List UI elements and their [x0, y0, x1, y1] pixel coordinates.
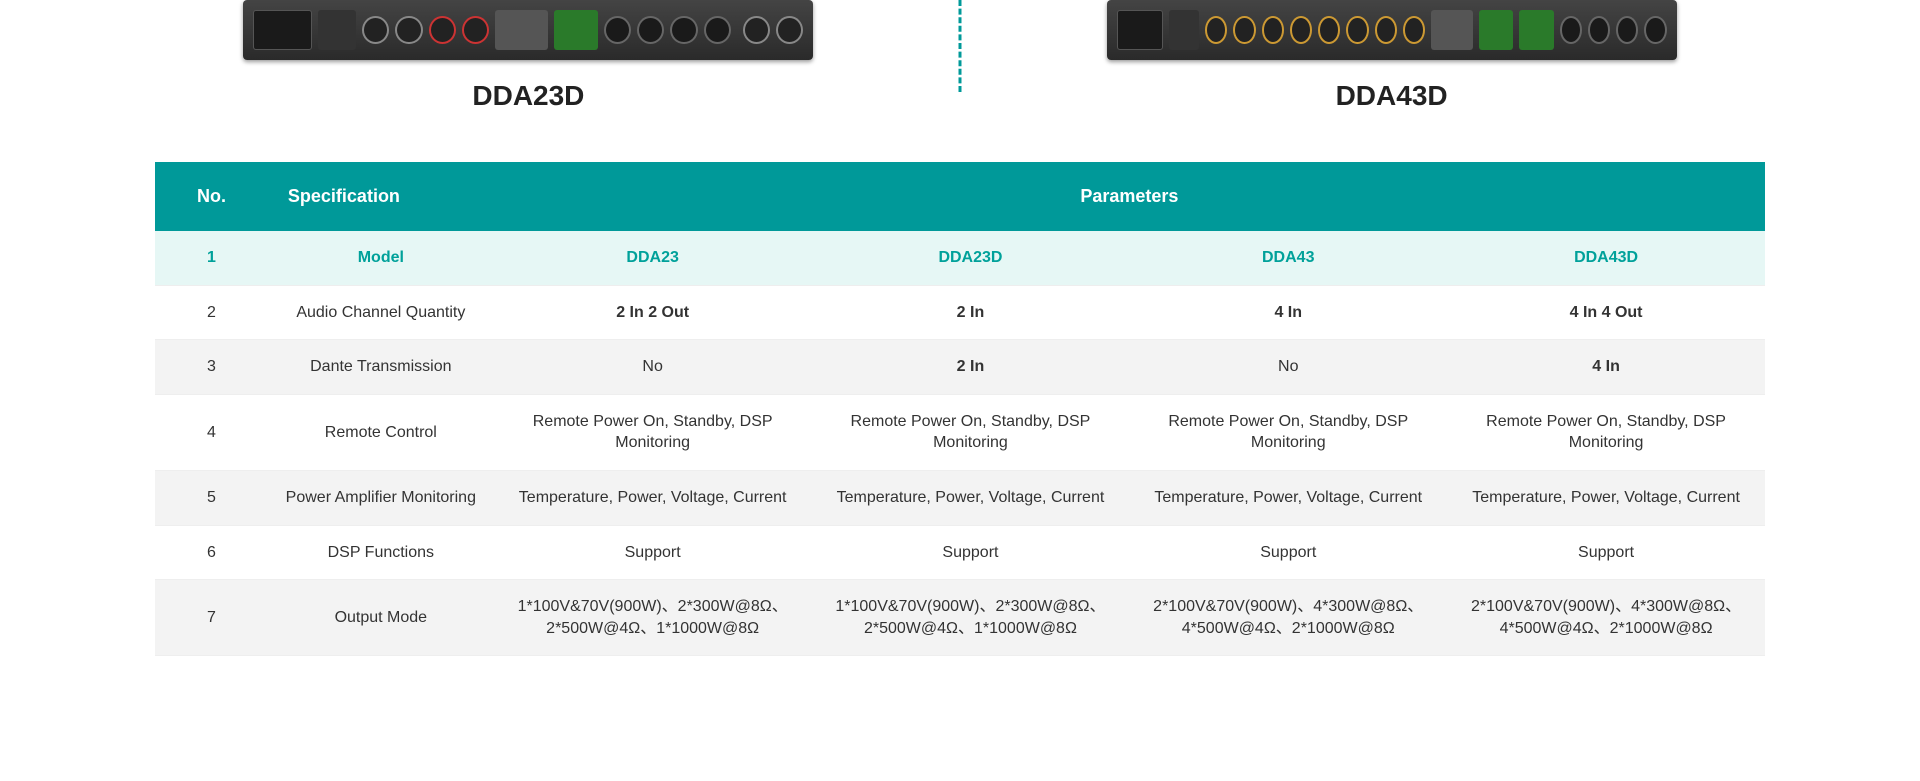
product-left: DDA23D	[130, 0, 927, 112]
cell-value: 4 In	[1447, 340, 1765, 395]
product-images-row: DDA23D DDA43D	[0, 0, 1920, 132]
table-row: 5Power Amplifier MonitoringTemperature, …	[155, 470, 1765, 525]
cell-no: 3	[155, 340, 268, 395]
product-label-right: DDA43D	[1336, 80, 1448, 112]
cell-value: Temperature, Power, Voltage, Current	[494, 470, 812, 525]
cell-value: Remote Power On, Standby, DSP Monitoring	[494, 394, 812, 470]
cell-value: 2 In	[812, 340, 1130, 395]
cell-value: 2*100V&70V(900W)、4*300W@8Ω、4*500W@4Ω、2*1…	[1129, 580, 1447, 656]
cell-value: DDA43D	[1447, 231, 1765, 285]
cell-value: 2*100V&70V(900W)、4*300W@8Ω、4*500W@4Ω、2*1…	[1447, 580, 1765, 656]
cell-value: 4 In	[1129, 285, 1447, 340]
cell-value: Support	[812, 525, 1130, 580]
table-row: 4Remote ControlRemote Power On, Standby,…	[155, 394, 1765, 470]
cell-no: 5	[155, 470, 268, 525]
cell-value: DDA23	[494, 231, 812, 285]
spec-table: No. Specification Parameters 1ModelDDA23…	[155, 162, 1765, 656]
cell-value: Remote Power On, Standby, DSP Monitoring	[1129, 394, 1447, 470]
device-image-right	[1107, 0, 1677, 60]
cell-value: 1*100V&70V(900W)、2*300W@8Ω、2*500W@4Ω、1*1…	[494, 580, 812, 656]
table-row: 2Audio Channel Quantity2 In 2 Out2 In4 I…	[155, 285, 1765, 340]
table-row: 6DSP FunctionsSupportSupportSupportSuppo…	[155, 525, 1765, 580]
table-row: 7Output Mode1*100V&70V(900W)、2*300W@8Ω、2…	[155, 580, 1765, 656]
device-image-left	[243, 0, 813, 60]
cell-spec: Power Amplifier Monitoring	[268, 470, 494, 525]
cell-value: Temperature, Power, Voltage, Current	[812, 470, 1130, 525]
cell-value: No	[494, 340, 812, 395]
cell-no: 2	[155, 285, 268, 340]
cell-value: Temperature, Power, Voltage, Current	[1129, 470, 1447, 525]
cell-value: No	[1129, 340, 1447, 395]
cell-spec: Dante Transmission	[268, 340, 494, 395]
cell-spec: Output Mode	[268, 580, 494, 656]
cell-value: DDA23D	[812, 231, 1130, 285]
cell-value: 2 In	[812, 285, 1130, 340]
cell-spec: Audio Channel Quantity	[268, 285, 494, 340]
cell-no: 7	[155, 580, 268, 656]
col-header-no: No.	[155, 162, 268, 231]
cell-no: 1	[155, 231, 268, 285]
cell-value: 4 In 4 Out	[1447, 285, 1765, 340]
cell-no: 4	[155, 394, 268, 470]
col-header-params: Parameters	[494, 162, 1765, 231]
col-header-spec: Specification	[268, 162, 494, 231]
spec-table-container: No. Specification Parameters 1ModelDDA23…	[155, 162, 1765, 656]
product-label-left: DDA23D	[472, 80, 584, 112]
cell-value: 1*100V&70V(900W)、2*300W@8Ω、2*500W@4Ω、1*1…	[812, 580, 1130, 656]
cell-spec: Model	[268, 231, 494, 285]
cell-value: Support	[1129, 525, 1447, 580]
cell-value: Remote Power On, Standby, DSP Monitoring	[1447, 394, 1765, 470]
cell-spec: Remote Control	[268, 394, 494, 470]
cell-value: Temperature, Power, Voltage, Current	[1447, 470, 1765, 525]
table-row: 3Dante TransmissionNo2 InNo4 In	[155, 340, 1765, 395]
vertical-divider	[959, 0, 962, 92]
cell-value: Support	[494, 525, 812, 580]
cell-value: 2 In 2 Out	[494, 285, 812, 340]
cell-value: Support	[1447, 525, 1765, 580]
cell-value: Remote Power On, Standby, DSP Monitoring	[812, 394, 1130, 470]
table-row: 1ModelDDA23DDA23DDDA43DDA43D	[155, 231, 1765, 285]
product-right: DDA43D	[993, 0, 1790, 112]
cell-no: 6	[155, 525, 268, 580]
cell-value: DDA43	[1129, 231, 1447, 285]
table-header-row: No. Specification Parameters	[155, 162, 1765, 231]
cell-spec: DSP Functions	[268, 525, 494, 580]
